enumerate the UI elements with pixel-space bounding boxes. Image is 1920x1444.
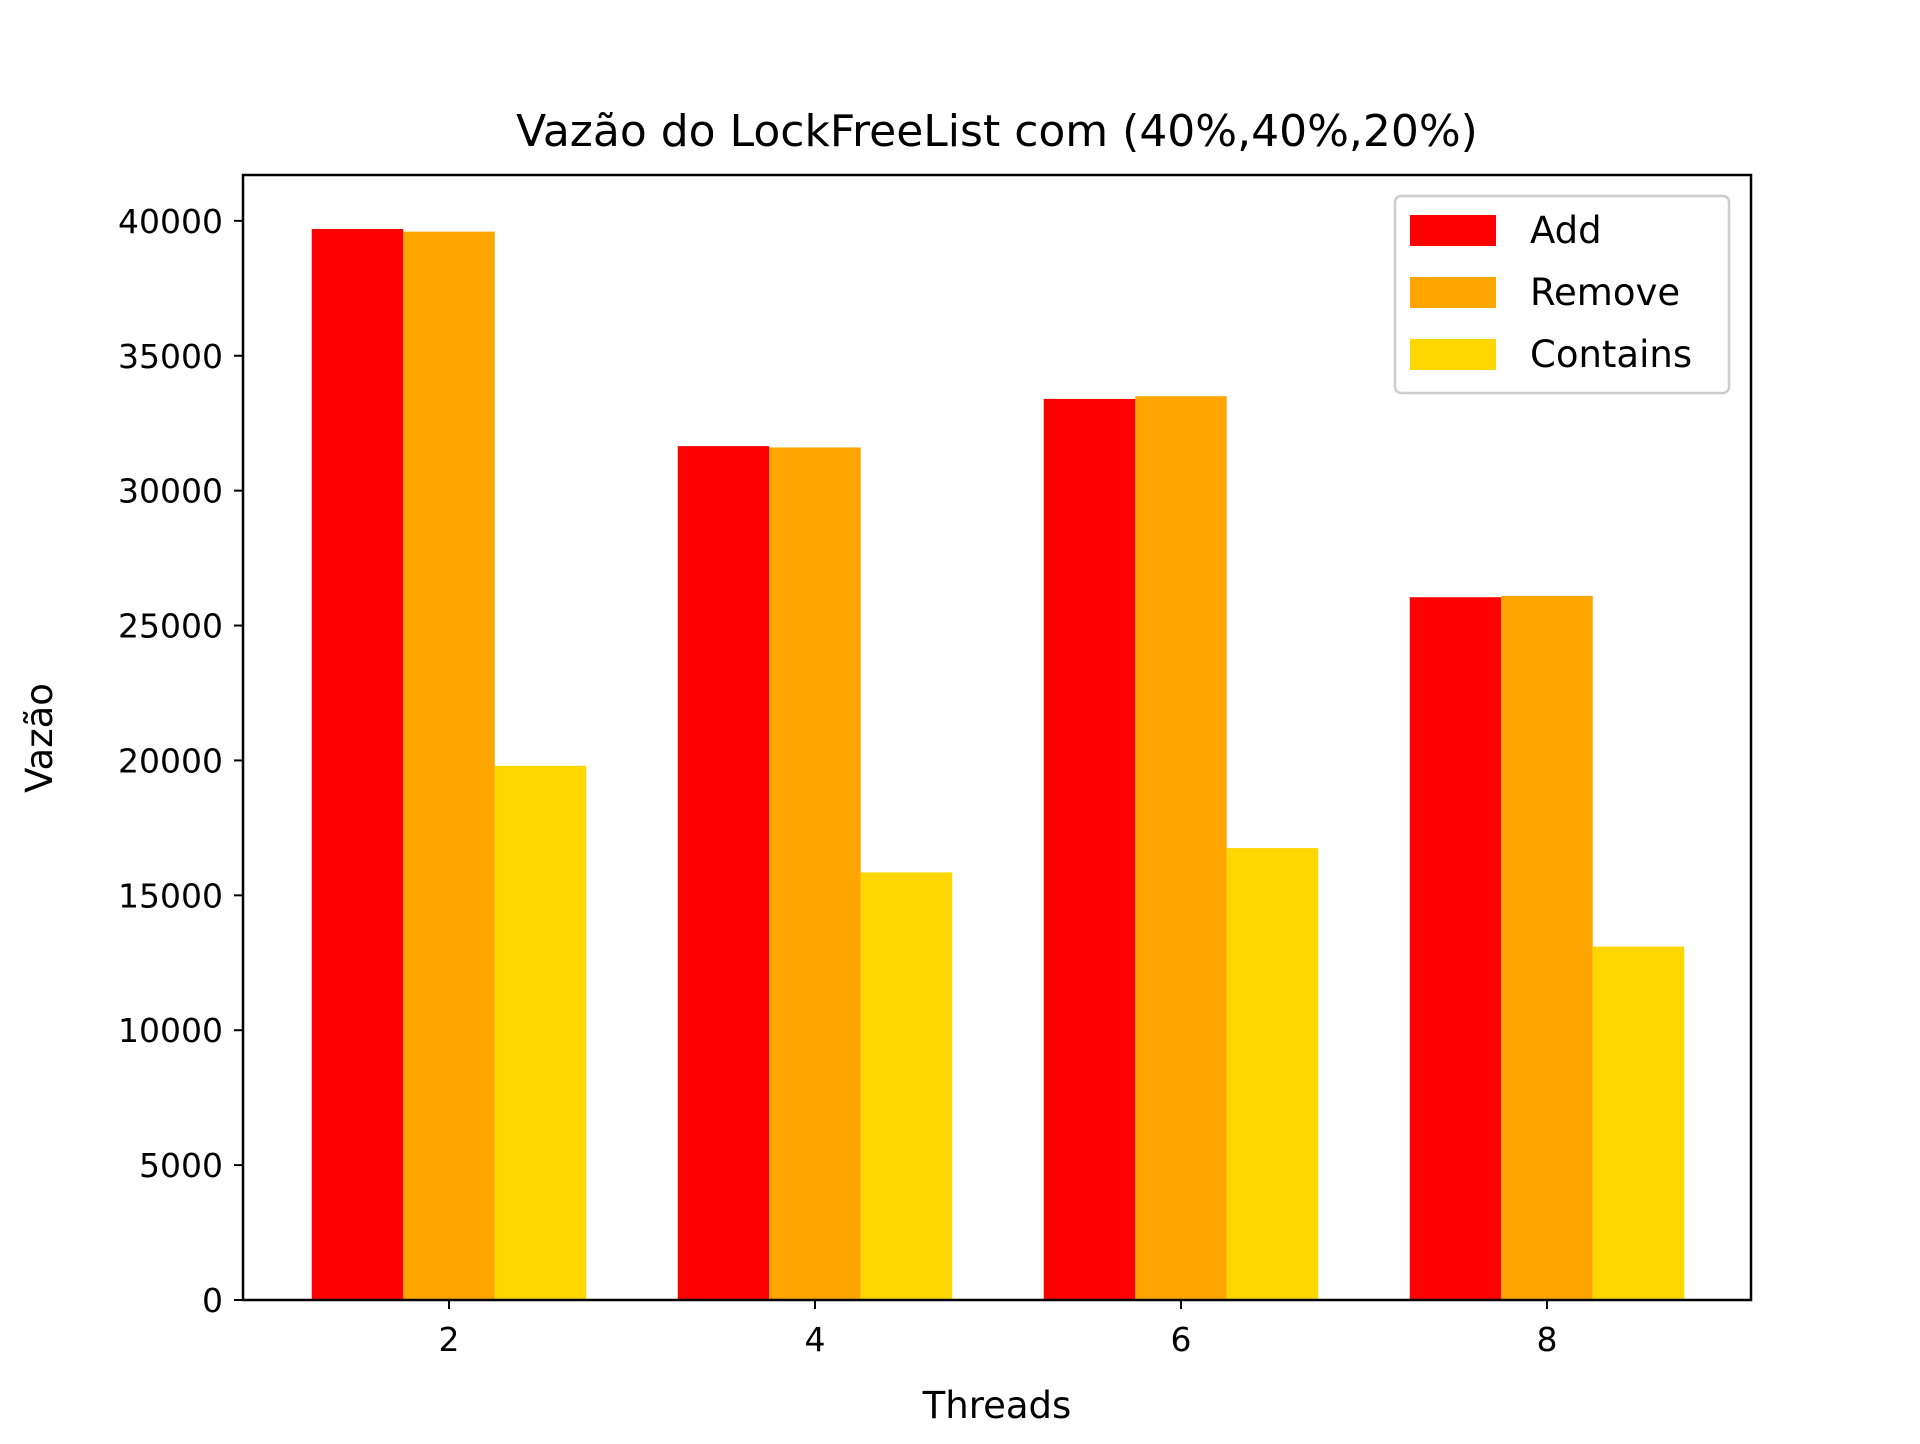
x-axis-label: Threads bbox=[922, 1384, 1072, 1427]
legend-entries: Add Remove Contains bbox=[1410, 209, 1692, 376]
y-tick-label: 20000 bbox=[118, 741, 223, 780]
y-tick-label: 0 bbox=[202, 1281, 223, 1320]
x-tick-label: 2 bbox=[439, 1320, 460, 1359]
bar-remove-6 bbox=[1135, 396, 1227, 1301]
y-axis-label: Vazão bbox=[18, 683, 61, 793]
y-tick-label: 10000 bbox=[118, 1011, 223, 1050]
bar-contains-8 bbox=[1592, 946, 1685, 1300]
bars-layer bbox=[311, 228, 1685, 1301]
bar-contains-2 bbox=[494, 765, 587, 1300]
y-tick-label: 5000 bbox=[139, 1146, 223, 1185]
bar-add-4 bbox=[677, 446, 770, 1300]
legend-swatch-add bbox=[1410, 215, 1496, 246]
bar-contains-4 bbox=[860, 872, 953, 1300]
x-tick-label: 8 bbox=[1537, 1320, 1558, 1359]
bar-remove-8 bbox=[1501, 595, 1593, 1300]
plot-area-frame bbox=[241, 173, 1753, 1302]
y-tick-label: 35000 bbox=[118, 337, 223, 376]
y-tick-label: 25000 bbox=[118, 607, 223, 646]
x-tick-label: 4 bbox=[805, 1320, 826, 1359]
bar-remove-4 bbox=[769, 447, 861, 1301]
legend-label-add: Add bbox=[1530, 209, 1602, 252]
legend-swatch-contains bbox=[1410, 339, 1496, 370]
legend-swatch-remove bbox=[1410, 277, 1496, 308]
legend-label-remove: Remove bbox=[1530, 271, 1680, 314]
y-tick-label: 40000 bbox=[118, 202, 223, 241]
y-axis-ticks: 0 5000 10000 15000 20000 25000 30000 35000 40000 bbox=[118, 202, 243, 1320]
bar-add-2 bbox=[311, 228, 404, 1301]
bar-add-8 bbox=[1409, 597, 1502, 1300]
x-tick-label: 6 bbox=[1171, 1320, 1192, 1359]
legend: Add Remove Contains bbox=[1393, 194, 1731, 395]
y-tick-label: 30000 bbox=[118, 472, 223, 511]
bar-add-6 bbox=[1043, 398, 1136, 1300]
bar-remove-2 bbox=[403, 231, 495, 1300]
chart-title: Vazão do LockFreeList com (40%,40%,20%) bbox=[516, 106, 1478, 157]
x-axis-ticks: 2 4 6 8 bbox=[439, 1300, 1558, 1359]
y-tick-label: 15000 bbox=[118, 876, 223, 915]
legend-label-contains: Contains bbox=[1530, 333, 1692, 376]
bar-contains-6 bbox=[1226, 848, 1319, 1300]
